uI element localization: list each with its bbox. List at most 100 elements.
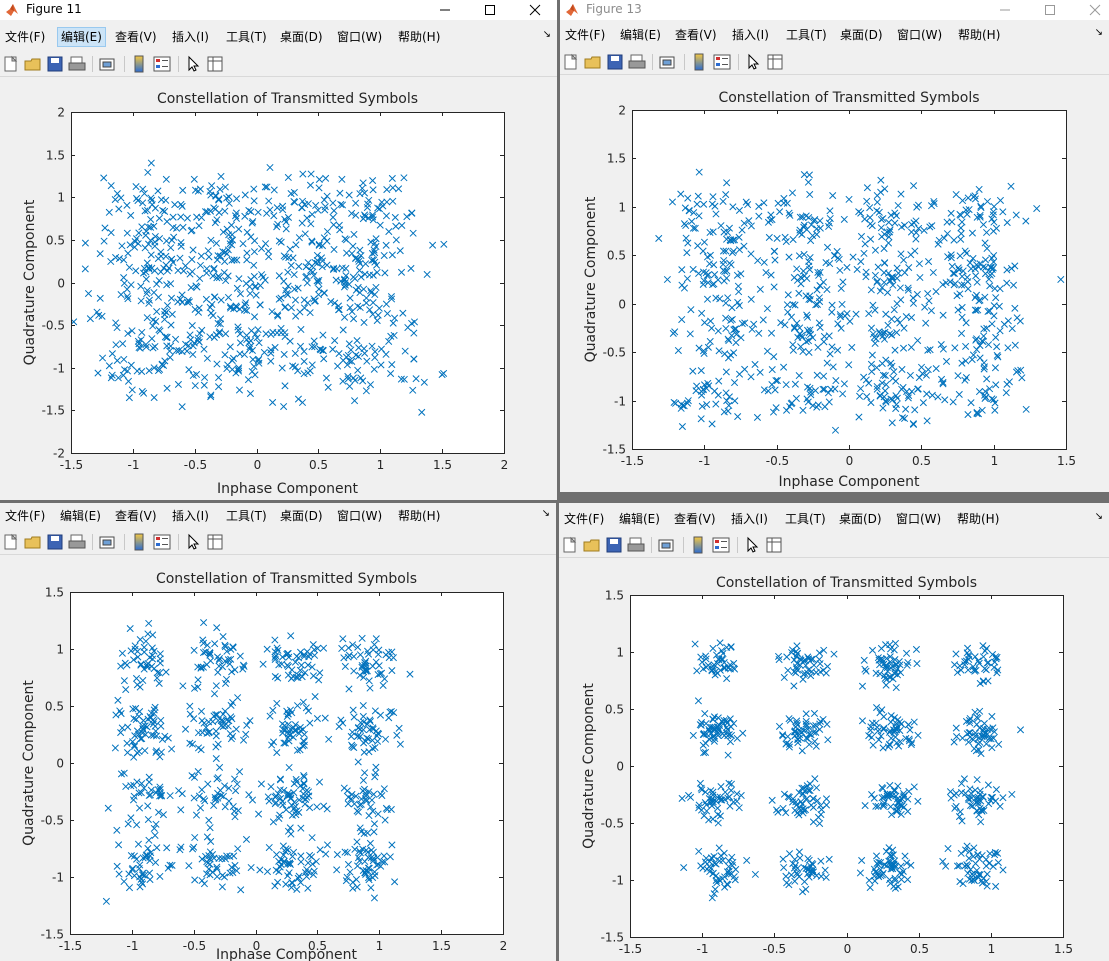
- menu-item-3[interactable]: 插入(I): [172, 509, 209, 523]
- legend-icon[interactable]: [153, 533, 171, 551]
- menu-item-2[interactable]: 查看(V): [115, 509, 157, 523]
- legend-icon[interactable]: [153, 55, 171, 73]
- menu-item-6[interactable]: 窗口(W): [897, 28, 943, 42]
- new-figure-icon[interactable]: [2, 55, 20, 73]
- data-point: [961, 658, 969, 666]
- menu-item-0[interactable]: 文件(F): [5, 509, 46, 523]
- colorbar-icon[interactable]: [689, 536, 707, 554]
- menu-item-7[interactable]: 帮助(H): [957, 512, 1000, 526]
- minimize-icon[interactable]: [982, 0, 1027, 20]
- menu-item-4[interactable]: 工具(T): [226, 30, 267, 44]
- menu-item-1[interactable]: 编辑(E): [619, 512, 660, 526]
- data-point: [320, 234, 328, 242]
- menu-item-3[interactable]: 插入(I): [172, 30, 209, 44]
- data-point: [323, 841, 332, 849]
- menu-item-0[interactable]: 文件(F): [5, 30, 46, 44]
- menu-item-7[interactable]: 帮助(H): [958, 28, 1001, 42]
- menu-item-2[interactable]: 查看(V): [674, 512, 716, 526]
- dock-arrow-icon[interactable]: ↘: [542, 29, 551, 40]
- menu-item-5[interactable]: 桌面(D): [840, 28, 883, 42]
- data-point: [877, 176, 885, 184]
- colorbar-icon[interactable]: [130, 55, 148, 73]
- select-pointer-icon[interactable]: [743, 536, 761, 554]
- menu-item-7[interactable]: 帮助(H): [398, 509, 441, 523]
- property-editor-icon[interactable]: [206, 55, 224, 73]
- menu-item-2[interactable]: 查看(V): [115, 30, 157, 44]
- data-point: [181, 262, 190, 270]
- property-editor-icon[interactable]: [206, 533, 224, 551]
- save-icon[interactable]: [606, 53, 624, 71]
- menu-item-4[interactable]: 工具(T): [786, 28, 827, 42]
- property-editor-icon[interactable]: [766, 53, 784, 71]
- data-point: [152, 727, 160, 735]
- select-pointer-icon[interactable]: [744, 53, 762, 71]
- save-icon[interactable]: [46, 533, 64, 551]
- menu-item-3[interactable]: 插入(I): [731, 512, 768, 526]
- dock-arrow-icon[interactable]: ↘: [1094, 27, 1103, 38]
- dock-arrow-icon[interactable]: ↘: [541, 508, 550, 519]
- menu-item-0[interactable]: 文件(F): [565, 28, 606, 42]
- open-file-icon[interactable]: [24, 533, 42, 551]
- link-plot-icon[interactable]: [98, 533, 116, 551]
- data-point: [725, 393, 733, 401]
- open-file-icon[interactable]: [24, 55, 42, 73]
- menu-item-5[interactable]: 桌面(D): [280, 30, 323, 44]
- menu-item-1[interactable]: 编辑(E): [57, 27, 106, 47]
- property-editor-icon[interactable]: [765, 536, 783, 554]
- new-figure-icon[interactable]: [562, 53, 580, 71]
- data-point: [904, 658, 912, 667]
- menu-item-5[interactable]: 桌面(D): [839, 512, 882, 526]
- print-icon[interactable]: [628, 53, 646, 71]
- open-file-icon[interactable]: [583, 536, 601, 554]
- menu-item-6[interactable]: 窗口(W): [896, 512, 942, 526]
- data-point: [210, 265, 218, 273]
- menu-item-5[interactable]: 桌面(D): [280, 509, 323, 523]
- menu-item-7[interactable]: 帮助(H): [398, 30, 441, 44]
- data-point: [946, 278, 954, 286]
- menu-item-2[interactable]: 查看(V): [675, 28, 717, 42]
- data-point: [166, 861, 174, 869]
- menu-item-4[interactable]: 工具(T): [226, 509, 267, 523]
- select-pointer-icon[interactable]: [184, 533, 202, 551]
- data-point: [400, 174, 408, 182]
- menu-item-1[interactable]: 编辑(E): [620, 28, 661, 42]
- link-plot-icon[interactable]: [658, 53, 676, 71]
- data-point: [795, 811, 803, 819]
- colorbar-icon[interactable]: [690, 53, 708, 71]
- legend-icon[interactable]: [712, 536, 730, 554]
- toolbar-separator: [652, 54, 653, 70]
- save-icon[interactable]: [46, 55, 64, 73]
- dock-arrow-icon[interactable]: ↘: [1094, 511, 1103, 522]
- close-icon[interactable]: [512, 0, 557, 20]
- window-titlebar[interactable]: Figure 11: [0, 0, 557, 20]
- print-icon[interactable]: [68, 55, 86, 73]
- link-plot-icon[interactable]: [657, 536, 675, 554]
- data-point: [122, 782, 130, 791]
- data-point: [174, 380, 182, 388]
- menu-item-4[interactable]: 工具(T): [785, 512, 826, 526]
- new-figure-icon[interactable]: [561, 536, 579, 554]
- open-file-icon[interactable]: [584, 53, 602, 71]
- print-icon[interactable]: [68, 533, 86, 551]
- menu-item-6[interactable]: 窗口(W): [337, 509, 383, 523]
- colorbar-icon[interactable]: [130, 533, 148, 551]
- menu-item-6[interactable]: 窗口(W): [337, 30, 383, 44]
- print-icon[interactable]: [627, 536, 645, 554]
- select-pointer-icon[interactable]: [184, 55, 202, 73]
- data-point: [829, 363, 837, 371]
- save-icon[interactable]: [605, 536, 623, 554]
- data-point: [346, 382, 354, 390]
- maximize-icon[interactable]: [467, 0, 512, 20]
- legend-icon[interactable]: [713, 53, 731, 71]
- data-point: [197, 707, 206, 715]
- minimize-icon[interactable]: [422, 0, 467, 20]
- close-icon[interactable]: [1072, 0, 1109, 20]
- new-figure-icon[interactable]: [2, 533, 20, 551]
- menu-item-0[interactable]: 文件(F): [564, 512, 605, 526]
- menu-item-1[interactable]: 编辑(E): [60, 509, 101, 523]
- data-point: [368, 249, 376, 257]
- maximize-icon[interactable]: [1027, 0, 1072, 20]
- window-titlebar[interactable]: Figure 13: [560, 0, 1109, 20]
- menu-item-3[interactable]: 插入(I): [732, 28, 769, 42]
- link-plot-icon[interactable]: [98, 55, 116, 73]
